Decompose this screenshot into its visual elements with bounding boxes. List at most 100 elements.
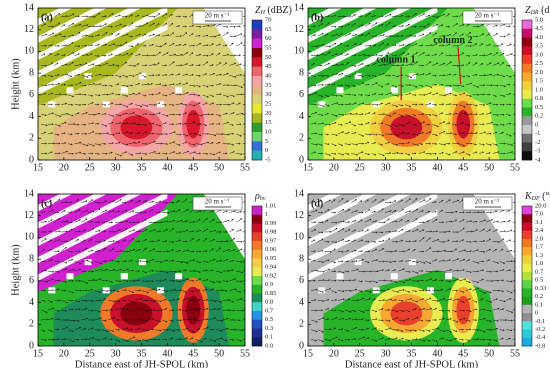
colorbar-label: -1 [535, 130, 540, 137]
vector-head [517, 55, 518, 56]
colorbar-label: 0.5 [535, 277, 543, 284]
colorbar-label: 0.2 [535, 113, 543, 120]
y-tick-label: 6 [299, 89, 304, 100]
y-tick-label: 12 [294, 24, 304, 35]
colorbar-segment [252, 123, 262, 133]
x-tick-label: 25 [85, 162, 95, 173]
x-tick-label: 55 [510, 348, 520, 359]
colorbar-label: 60 [265, 35, 272, 42]
colorbar-segment [522, 272, 532, 281]
y-tick-label: 2 [299, 133, 304, 144]
colorbar-label: 0.92 [265, 272, 276, 279]
vector-head [245, 210, 246, 211]
colorbar-segment [522, 214, 532, 223]
vector-head [246, 318, 247, 319]
colorbar-segment [252, 20, 262, 30]
colorbar-segment [522, 90, 532, 99]
x-tick-label: 25 [355, 162, 365, 173]
vector-head [246, 220, 247, 221]
vector-key: 20 m s⁻¹ [475, 12, 499, 20]
gap-box [157, 287, 164, 293]
x-tick-label: 30 [111, 348, 121, 359]
x-tick-label: 30 [111, 162, 121, 173]
colorbar-label: -2 [535, 139, 540, 146]
colorbar-segment [252, 294, 262, 303]
colorbar-label: 2.5 [535, 60, 543, 67]
x-tick-label: 40 [162, 162, 172, 173]
y-tick-label: 6 [299, 275, 304, 286]
colorbar-label: 4.0 [535, 34, 543, 41]
colorbar-segment [522, 288, 532, 297]
gap-box [121, 273, 128, 279]
x-tick-label: 30 [381, 162, 391, 173]
vector-head [247, 199, 248, 200]
vector-head [516, 94, 517, 95]
vector-head [248, 300, 249, 301]
colorbar-segment [252, 276, 262, 285]
y-tick-label: 10 [294, 46, 304, 57]
gap-box [139, 73, 146, 79]
x-tick-label: 55 [240, 348, 250, 359]
colorbar-label: 5.0 [535, 16, 543, 23]
x-tick-label: 50 [214, 348, 224, 359]
y-tick-label: 2 [299, 319, 304, 330]
y-tick-label: 12 [294, 210, 304, 221]
colorbar-label: 0.95 [265, 255, 276, 262]
x-tick-label: 45 [458, 162, 468, 173]
colorbar-label: 1 [265, 211, 268, 218]
colorbar-label: 0.33 [535, 285, 546, 292]
x-tick-label: 45 [458, 348, 468, 359]
vector-head [246, 103, 247, 104]
colorbar-label: 4.5 [535, 25, 543, 32]
colorbar-label: 1.3 [535, 252, 543, 259]
field-core [390, 115, 422, 139]
colorbar-label: 3.0 [535, 51, 543, 58]
colorbar-segment [522, 313, 532, 322]
colorbar-segment [252, 337, 262, 346]
x-axis-label: Distance east of JH-SPOL (km) [345, 359, 479, 368]
colorbar-title: ρhv [254, 191, 266, 202]
colorbar-segment [522, 134, 532, 143]
gap-box [409, 73, 416, 79]
vector-head [518, 328, 519, 329]
colorbar-label: 50 [265, 54, 272, 61]
x-tick-label: 35 [137, 348, 147, 359]
y-tick-label: 2 [29, 319, 34, 330]
vector-head [246, 44, 247, 45]
gap-box [391, 273, 398, 279]
vector-head [246, 290, 247, 291]
colorbar-label: 0.0 [265, 342, 273, 349]
y-axis-label: Height (km) [10, 244, 21, 296]
panel: 20 m s⁻¹15202530354045505502468101214(a)… [10, 0, 291, 173]
x-tick-label: 55 [510, 162, 520, 173]
vector-head [246, 84, 247, 85]
colorbar-label: -5 [265, 156, 270, 163]
y-tick-label: 0 [299, 154, 304, 165]
vector-head [517, 201, 518, 202]
colorbar-label: 10 [265, 128, 272, 135]
vector-head [516, 298, 517, 299]
colorbar-label: 20 [265, 110, 272, 117]
y-tick-label: 10 [294, 232, 304, 243]
y-tick-label: 0 [29, 340, 34, 351]
y-tick-label: 12 [24, 24, 34, 35]
colorbar-label: -0.1 [535, 318, 545, 325]
colorbar-segment [522, 247, 532, 256]
colorbar-segment [252, 241, 262, 250]
colorbar-label: 0 [535, 121, 538, 128]
field-core [456, 296, 470, 325]
gap-box [445, 87, 452, 93]
x-tick-label: 20 [329, 162, 339, 173]
colorbar-label: -0.8 [535, 342, 545, 349]
colorbar-label: 0 [535, 310, 538, 317]
vector-head [516, 84, 517, 85]
vector-head [248, 16, 249, 17]
colorbar-label: 0 [265, 147, 268, 154]
x-tick-label: 45 [188, 162, 198, 173]
colorbar-segment [252, 215, 262, 224]
colorbar-segment [522, 222, 532, 231]
colorbar-segment [252, 104, 262, 114]
vector-head [517, 338, 518, 339]
colorbar-segment [252, 113, 262, 123]
vector-head [247, 55, 248, 56]
